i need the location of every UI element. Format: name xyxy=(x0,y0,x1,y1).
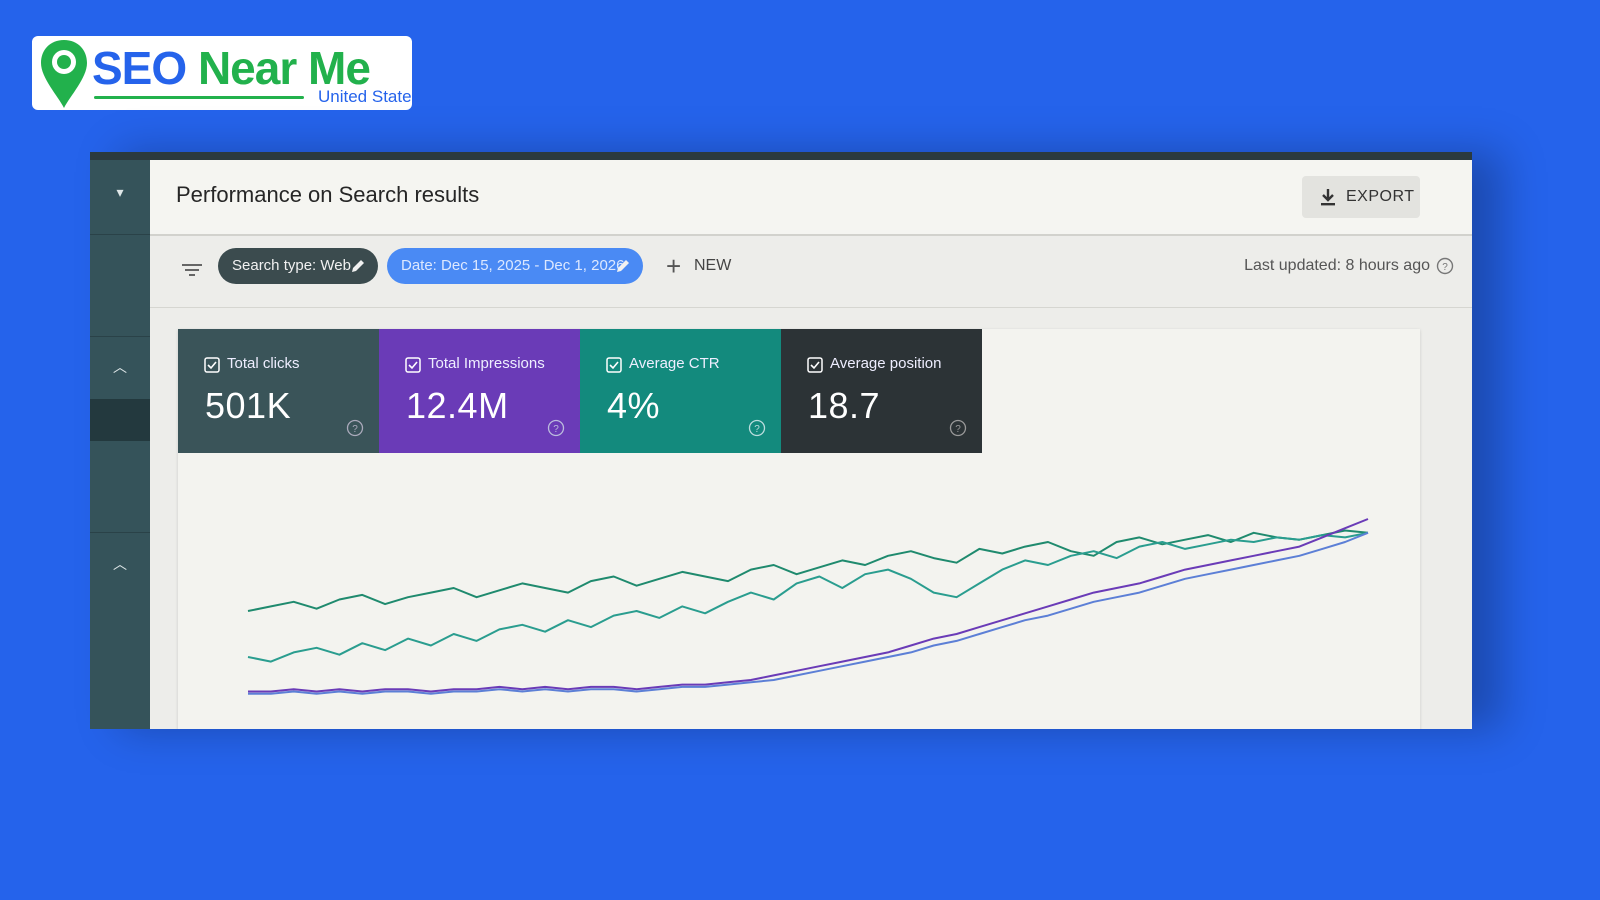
performance-card: Total clicks 501K ? Total Impressions 12… xyxy=(178,329,1420,729)
last-updated-text: Last updated: 8 hours ago xyxy=(1244,257,1430,274)
metric-label: Total clicks xyxy=(227,355,300,372)
search-console-screenshot: ▾ ︿ ︿ Performance on Search results EXPO… xyxy=(90,152,1472,729)
new-filter-label: NEW xyxy=(694,257,732,274)
location-pin-icon xyxy=(41,40,87,108)
metric-value: 12.4M xyxy=(406,385,509,426)
brand-name-seo: SEO xyxy=(92,42,187,94)
chart-series-line-2 xyxy=(248,518,1369,693)
help-icon[interactable]: ? xyxy=(748,419,766,437)
new-filter-button[interactable]: + NEW xyxy=(666,248,731,284)
brand-subtitle: United States xyxy=(318,87,421,106)
checkbox-checked-icon[interactable] xyxy=(204,357,220,373)
svg-text:?: ? xyxy=(1442,262,1448,273)
checkbox-checked-icon[interactable] xyxy=(807,357,823,373)
chart-series-line-0 xyxy=(247,529,1369,612)
checkbox-checked-icon[interactable] xyxy=(405,357,421,373)
performance-chart xyxy=(247,518,1369,695)
metric-average-position[interactable]: Average position 18.7 ? xyxy=(781,329,982,453)
metric-value: 18.7 xyxy=(808,385,881,426)
date-range-chip[interactable]: Date: Dec 15, 2025 - Dec 1, 2026 xyxy=(387,248,643,284)
chart-series-line-3 xyxy=(248,531,1369,695)
search-type-chip[interactable]: Search type: Web xyxy=(218,248,378,284)
brand-name-nearme: Near Me xyxy=(197,42,371,94)
help-icon[interactable]: ? xyxy=(547,419,565,437)
chart-series-line-1 xyxy=(247,531,1369,663)
chevron-up-icon[interactable]: ︿ xyxy=(113,556,127,572)
brand-underline xyxy=(94,96,304,99)
date-range-label: Date: Dec 15, 2025 - Dec 1, 2026 xyxy=(401,257,625,274)
sidebar: ▾ ︿ ︿ xyxy=(90,152,150,729)
metric-label: Total Impressions xyxy=(428,355,545,372)
help-icon[interactable]: ? xyxy=(949,419,967,437)
download-icon xyxy=(1321,189,1335,206)
metric-total-clicks[interactable]: Total clicks 501K ? xyxy=(178,329,379,453)
plus-icon: + xyxy=(666,251,682,281)
export-button[interactable]: EXPORT xyxy=(1302,176,1420,218)
svg-text:?: ? xyxy=(955,424,961,435)
chevron-up-icon[interactable]: ︿ xyxy=(113,359,127,375)
metric-value: 501K xyxy=(205,385,292,426)
svg-text:?: ? xyxy=(352,424,358,435)
metric-label: Average position xyxy=(830,355,942,372)
caret-down-icon[interactable]: ▾ xyxy=(116,184,124,200)
svg-text:?: ? xyxy=(754,424,760,435)
top-dark-strip xyxy=(90,152,1472,160)
brand-name: SEO Near Me xyxy=(92,40,371,96)
search-type-label: Search type: Web xyxy=(232,257,351,274)
sidebar-active-item[interactable] xyxy=(90,399,150,441)
page-title: Performance on Search results xyxy=(176,182,480,207)
svg-text:?: ? xyxy=(553,424,559,435)
metric-average-ctr[interactable]: Average CTR 4% ? xyxy=(580,329,781,453)
edit-pencil-icon xyxy=(352,260,364,272)
help-icon[interactable]: ? xyxy=(1436,257,1454,275)
filter-bar: Search type: Web Date: Dec 15, 2025 - De… xyxy=(150,238,1472,308)
edit-pencil-icon xyxy=(617,260,629,272)
help-icon[interactable]: ? xyxy=(346,419,364,437)
page-header: Performance on Search results EXPORT xyxy=(150,160,1472,236)
filter-icon[interactable] xyxy=(180,258,204,282)
checkbox-checked-icon[interactable] xyxy=(606,357,622,373)
metric-label: Average CTR xyxy=(629,355,720,372)
export-label: EXPORT xyxy=(1346,188,1415,205)
metric-value: 4% xyxy=(607,385,661,426)
brand-logo: SEO Near Me United States xyxy=(32,36,420,110)
metric-total-impressions[interactable]: Total Impressions 12.4M ? xyxy=(379,329,580,453)
